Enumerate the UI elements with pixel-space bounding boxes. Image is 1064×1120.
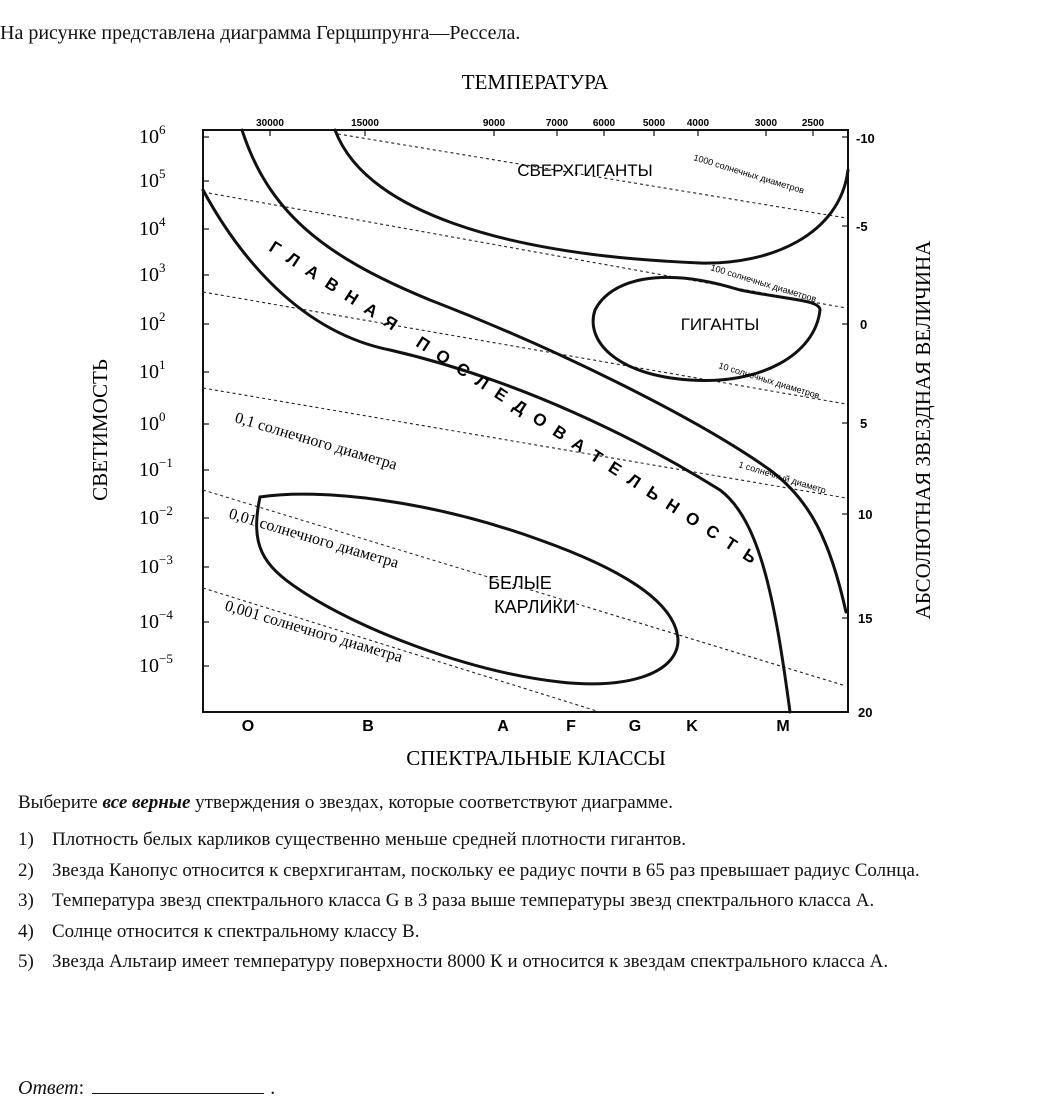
answer-blank[interactable] bbox=[92, 1075, 265, 1094]
lum-tick-1e6: 106 bbox=[139, 122, 166, 148]
lum-tick-1e4: 104 bbox=[139, 214, 166, 240]
lum-tick-1e-4: 10−4 bbox=[139, 607, 173, 633]
lum-tick-1e-3: 10−3 bbox=[139, 552, 173, 578]
temp-tick-6000: 6000 bbox=[593, 118, 616, 129]
radius-line-0.1 bbox=[202, 489, 847, 687]
white-dwarfs-label-2: КАРЛИКИ bbox=[494, 597, 576, 617]
giants-outline bbox=[591, 275, 822, 383]
question-emphasis: все верные bbox=[102, 792, 191, 813]
radius-label-0.1: 0,1 солнечного диаметра bbox=[233, 410, 399, 474]
temp-tick-9000: 9000 bbox=[483, 118, 506, 129]
white-dwarfs-outline bbox=[255, 492, 680, 686]
option-3: 3) Температура звезд спектрального класса… bbox=[18, 890, 875, 911]
mag-tick-10: 10 bbox=[858, 507, 872, 522]
option-1: 1) Плотность белых карликов существенно м… bbox=[18, 829, 687, 850]
lum-tick-1e-2: 10−2 bbox=[139, 503, 173, 529]
mag-tick--5: -5 bbox=[856, 219, 868, 234]
radius-label-1: 1 солнечный диаметр bbox=[737, 459, 827, 495]
radius-line-1000 bbox=[337, 133, 847, 219]
temp-tick-3000: 3000 bbox=[755, 118, 778, 129]
lum-tick-1e1: 101 bbox=[139, 357, 166, 383]
mag-tick-15: 15 bbox=[858, 611, 872, 626]
radius-label-0.01: 0,01 солнечного диаметра bbox=[227, 506, 401, 572]
temp-tick-4000: 4000 bbox=[687, 118, 710, 129]
lum-tick-1e5: 105 bbox=[139, 166, 166, 192]
x-axis-label: СПЕКТРАЛЬНЫЕ КЛАССЫ bbox=[406, 746, 666, 770]
radius-line-10 bbox=[202, 291, 847, 405]
supergiants-outline bbox=[333, 128, 850, 265]
white-dwarfs-label-1: БЕЛЫЕ bbox=[488, 573, 552, 593]
intro-text: На рисунке представлена диаграмма Герцшп… bbox=[0, 22, 521, 44]
lum-tick-1e0: 100 bbox=[139, 409, 166, 435]
radius-line-1 bbox=[202, 387, 847, 499]
lum-tick-1e-5: 10−5 bbox=[139, 651, 173, 677]
radius-line-100 bbox=[202, 191, 847, 309]
temp-tick-30000: 30000 bbox=[256, 118, 284, 129]
answer-label: Ответ bbox=[18, 1077, 79, 1099]
supergiants-label: СВЕРХГИГАНТЫ bbox=[517, 161, 652, 180]
options-list: 1) Плотность белых карликов существенно м… bbox=[18, 826, 1054, 979]
option-5: 5) Звезда Альтаир имеет температуру повер… bbox=[18, 951, 889, 972]
spectral-O: O bbox=[242, 718, 254, 735]
temp-tick-5000: 5000 bbox=[643, 118, 666, 129]
lum-tick-1e3: 103 bbox=[139, 260, 166, 286]
radius-label-1000: 1000 солнечных диаметров bbox=[692, 152, 805, 195]
spectral-G: G bbox=[629, 718, 641, 735]
spectral-F: F bbox=[566, 718, 576, 735]
spectral-K: K bbox=[686, 718, 698, 735]
mag-tick-5: 5 bbox=[860, 416, 867, 431]
mag-tick--10: -10 bbox=[856, 131, 875, 146]
main-sequence-upper bbox=[240, 128, 848, 614]
option-2: 2) Звезда Канопус относится к сверхгигант… bbox=[18, 859, 920, 881]
y-axis-label-left: СВЕТИМОСТЬ bbox=[88, 359, 112, 501]
temp-tick-7000: 7000 bbox=[546, 118, 569, 129]
temp-tick-2500: 2500 bbox=[802, 118, 825, 129]
plot-frame bbox=[202, 129, 849, 713]
question-text: Выберите все верные утверждения о звезда… bbox=[18, 792, 673, 813]
temp-tick-15000: 15000 bbox=[351, 118, 379, 129]
y-axis-label-right: АБСОЛЮТНАЯ ЗВЕЗДНАЯ ВЕЛИЧИНА bbox=[911, 240, 935, 620]
spectral-B: B bbox=[362, 718, 374, 735]
mag-tick-20: 20 bbox=[858, 705, 872, 720]
temperature-title: ТЕМПЕРАТУРА bbox=[462, 70, 609, 94]
main-sequence-label: ГЛАВНАЯ ПОСЛЕДОВАТЕЛЬНОСТЬ bbox=[266, 237, 769, 573]
option-4: 4) Солнце относится к спектральному класс… bbox=[18, 920, 420, 942]
main-sequence-lower bbox=[201, 188, 792, 714]
hr-diagram: ТЕМПЕРАТУРА 30000 15000 9000 7000 6000 5… bbox=[88, 70, 935, 770]
radius-label-100: 100 солнечных диаметров bbox=[709, 262, 817, 304]
giants-label: ГИГАНТЫ bbox=[681, 315, 760, 334]
spectral-A: A bbox=[497, 718, 509, 735]
lum-tick-1e2: 102 bbox=[139, 309, 166, 335]
mag-tick-0: 0 bbox=[860, 317, 867, 332]
lum-tick-1e-1: 10−1 bbox=[139, 455, 173, 481]
radius-label-10: 10 солнечных диаметров bbox=[717, 360, 821, 400]
spectral-M: M bbox=[776, 718, 789, 735]
answer-line: Ответ:. bbox=[18, 1075, 276, 1099]
